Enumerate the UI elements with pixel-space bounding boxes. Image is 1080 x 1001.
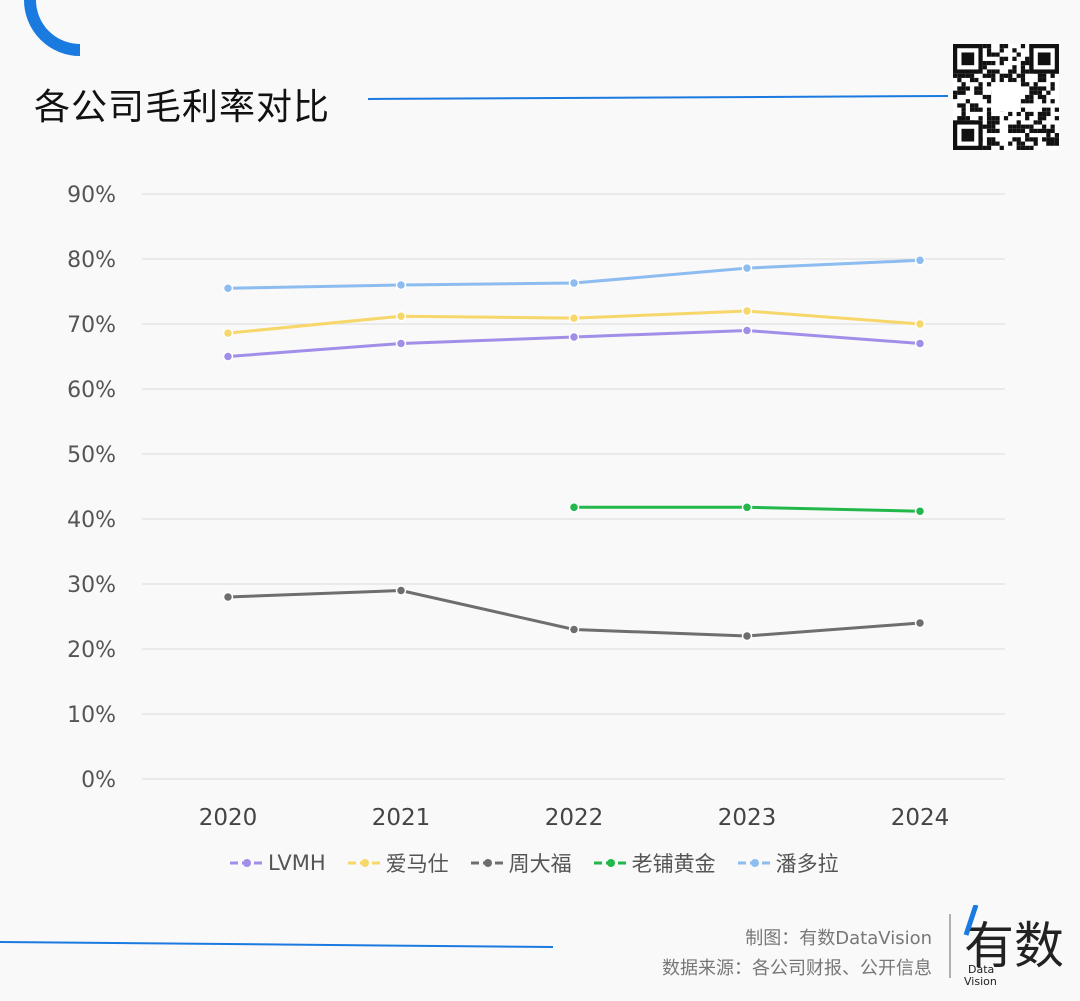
corner-arc-decoration (24, 0, 81, 56)
source-text: 数据来源：各公司财报、公开信息 (662, 958, 932, 979)
data-point (741, 502, 753, 513)
legend-label: LVMH (268, 851, 326, 875)
data-point (395, 338, 407, 349)
page-title: 各公司毛利率对比 (34, 87, 331, 128)
data-point (914, 505, 926, 517)
data-point (741, 305, 753, 317)
legend-marker-icon (470, 859, 505, 867)
y-tick-label: 70% (67, 313, 116, 338)
data-point (914, 617, 926, 629)
legend-label: 潘多拉 (775, 852, 839, 876)
data-point (222, 591, 234, 603)
line-chart: 0% 10% 20% 30% 40% 50% 60% 70% 80% 90% 2020 2021 202… (67, 183, 1005, 831)
x-tick-label: 2023 (718, 805, 777, 831)
y-tick-label: 40% (67, 508, 116, 533)
legend-label: 爱马仕 (385, 852, 449, 876)
legend-marker-icon (737, 859, 772, 867)
data-point (914, 318, 926, 330)
data-point (395, 585, 407, 596)
title-underline (367, 95, 949, 100)
data-point (222, 351, 234, 362)
y-tick-label: 0% (81, 768, 116, 793)
legend-label: 周大福 (508, 852, 572, 876)
data-point (395, 279, 407, 291)
data-point (568, 624, 580, 635)
footer-line (0, 941, 554, 948)
data-point (741, 630, 753, 642)
y-tick-label: 10% (67, 703, 116, 728)
x-tick-label: 2024 (891, 805, 950, 831)
data-point (741, 262, 753, 274)
credit-text: 制图：有数DataVision (745, 928, 932, 949)
y-tick-label: 30% (67, 573, 116, 598)
legend-item: 老铺黄金 (593, 848, 716, 878)
legend-marker-icon (347, 859, 382, 867)
chart-legend: LVMH 爱马仕 周大福 老铺黄金 潘多拉 (230, 848, 839, 878)
legend-item: 周大福 (470, 848, 572, 878)
datavision-logo: 有数 Data Vision (963, 905, 1062, 988)
data-point (222, 283, 234, 294)
x-tick-label: 2022 (545, 805, 604, 831)
legend-item: 爱马仕 (347, 848, 449, 878)
legend-item: 潘多拉 (737, 848, 839, 878)
y-tick-label: 60% (67, 378, 116, 403)
logo-sub1: Data (968, 963, 994, 976)
y-tick-label: 80% (67, 248, 116, 273)
legend-label: 老铺黄金 (631, 852, 716, 876)
logo-sub2: Vision (964, 975, 997, 988)
x-tick-label: 2021 (372, 805, 431, 831)
data-point (741, 325, 753, 336)
y-tick-label: 90% (67, 183, 116, 208)
data-point (395, 310, 407, 322)
qr-code (953, 44, 1059, 150)
data-point (914, 338, 926, 349)
logo-text: 有数 (964, 917, 1062, 975)
data-point (568, 502, 580, 513)
legend-marker-icon (230, 859, 264, 867)
legend-item: LVMH (230, 848, 326, 878)
data-point (568, 312, 580, 324)
y-tick-label: 50% (67, 443, 116, 468)
data-point (222, 327, 234, 339)
data-point (568, 331, 580, 343)
y-tick-label: 20% (67, 638, 116, 663)
legend-marker-icon (593, 859, 628, 867)
data-point (568, 277, 580, 289)
data-point (914, 255, 926, 266)
x-tick-label: 2020 (199, 805, 258, 831)
